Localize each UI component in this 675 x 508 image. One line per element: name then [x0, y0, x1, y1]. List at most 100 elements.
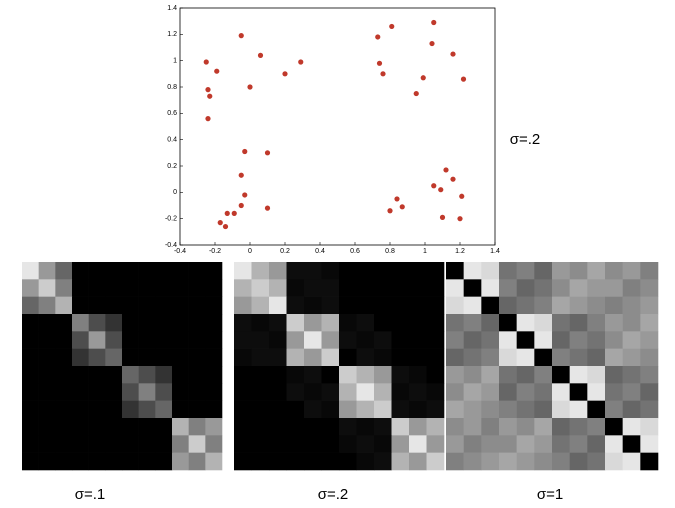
x-tick-label: 0	[248, 248, 252, 255]
x-tick-label: 0.4	[315, 248, 325, 255]
heatmap-cell	[172, 348, 189, 367]
heatmap-cell	[55, 262, 73, 280]
heatmap-cell	[234, 400, 252, 419]
heatmap-cell	[172, 262, 189, 280]
point	[203, 59, 209, 65]
heatmap-cell	[251, 348, 270, 367]
heatmap-cell	[552, 418, 570, 436]
heatmap-cell	[374, 348, 392, 367]
heatmap-cell	[155, 348, 173, 367]
heatmap-cell	[534, 418, 553, 436]
x-tick-label: 0.2	[280, 248, 290, 255]
heatmap-cell	[552, 279, 570, 297]
heatmap-cell	[122, 435, 139, 453]
heatmap-cell	[516, 348, 535, 367]
panel-label: σ=1	[537, 486, 563, 503]
heatmap-cell	[409, 383, 427, 401]
heatmap-cell	[391, 279, 410, 297]
heatmap-cell	[605, 262, 623, 280]
heatmap-cell	[172, 331, 189, 349]
heatmap-cell	[105, 348, 123, 367]
heatmap-cell	[234, 383, 252, 401]
heatmap-cell	[88, 314, 106, 332]
heatmap-cell	[286, 400, 305, 419]
plot-area	[179, 7, 496, 246]
heatmap-cell	[286, 348, 305, 367]
heatmap-cell	[463, 331, 482, 349]
heatmap-cell	[304, 383, 322, 401]
heatmap-cell	[88, 366, 106, 384]
heatmap-cell	[122, 366, 139, 384]
heatmap-cell	[356, 400, 375, 419]
heatmap-cell	[516, 366, 535, 384]
heatmap-cell	[138, 435, 156, 453]
heatmap-cell	[138, 348, 156, 367]
heatmap-cell	[374, 400, 392, 419]
x-tick-label: -0.4	[174, 248, 186, 255]
heatmap-cell	[122, 314, 139, 332]
heatmap-cell	[463, 418, 482, 436]
heatmap-cell	[234, 435, 252, 453]
heatmap-cell	[234, 348, 252, 367]
heatmap-cell	[304, 418, 322, 436]
heatmap-cell	[463, 452, 482, 471]
heatmap-cell	[304, 435, 322, 453]
heatmap-cell	[587, 435, 606, 453]
heatmap-cell	[155, 418, 173, 436]
heatmap-cell	[534, 366, 553, 384]
heatmap-cell	[269, 383, 287, 401]
heatmap-cell	[605, 400, 623, 419]
heatmap-cell	[22, 400, 39, 419]
heatmap-cell	[391, 366, 410, 384]
heatmap-cell	[269, 279, 287, 297]
heatmap-cell	[269, 348, 287, 367]
heatmap-cell	[72, 314, 89, 332]
heatmap-cell	[499, 452, 517, 471]
heatmap-cell	[122, 348, 139, 367]
heatmap-cell	[304, 366, 322, 384]
heatmap-cell	[499, 383, 517, 401]
heatmap-cell	[321, 331, 340, 349]
heatmap-cell	[499, 418, 517, 436]
heatmap-cell	[88, 400, 106, 419]
heatmap-cell	[88, 452, 106, 471]
heatmap-cell	[640, 348, 659, 367]
heatmap-cell	[426, 418, 445, 436]
heatmap-cell	[72, 366, 89, 384]
heatmap-cell	[426, 366, 445, 384]
heatmap-cell	[172, 296, 189, 315]
heatmap-cell	[22, 314, 39, 332]
heatmap-cell	[234, 314, 252, 332]
heatmap-cell	[552, 348, 570, 367]
heatmap-cell	[286, 331, 305, 349]
heatmap-cell	[481, 452, 500, 471]
heatmap-cell	[321, 279, 340, 297]
heatmap-cell	[339, 400, 357, 419]
heatmap-cell	[22, 452, 39, 471]
point	[217, 220, 223, 226]
heatmap-cell	[269, 331, 287, 349]
point	[247, 84, 253, 90]
heatmap-cell	[516, 435, 535, 453]
heatmap-cell	[374, 262, 392, 280]
heatmap-cell	[205, 366, 223, 384]
heatmap-cell	[622, 262, 641, 280]
heatmap-cell	[409, 452, 427, 471]
heatmap-cell	[155, 314, 173, 332]
heatmap-cell	[426, 400, 445, 419]
heatmap-cell	[587, 366, 606, 384]
heatmap-cell	[155, 262, 173, 280]
heatmap-cell	[391, 331, 410, 349]
heatmap-cell	[321, 383, 340, 401]
heatmap-cell	[552, 314, 570, 332]
heatmap-cell	[446, 366, 464, 384]
heatmap-cell	[339, 435, 357, 453]
heatmap-cell	[155, 435, 173, 453]
heatmap-cell	[356, 279, 375, 297]
heatmap-cell	[552, 296, 570, 315]
heatmap-cell	[55, 314, 73, 332]
heatmap-cell	[88, 383, 106, 401]
heatmap-cell	[205, 348, 223, 367]
heatmap-cell	[481, 348, 500, 367]
heatmap-cell	[339, 366, 357, 384]
